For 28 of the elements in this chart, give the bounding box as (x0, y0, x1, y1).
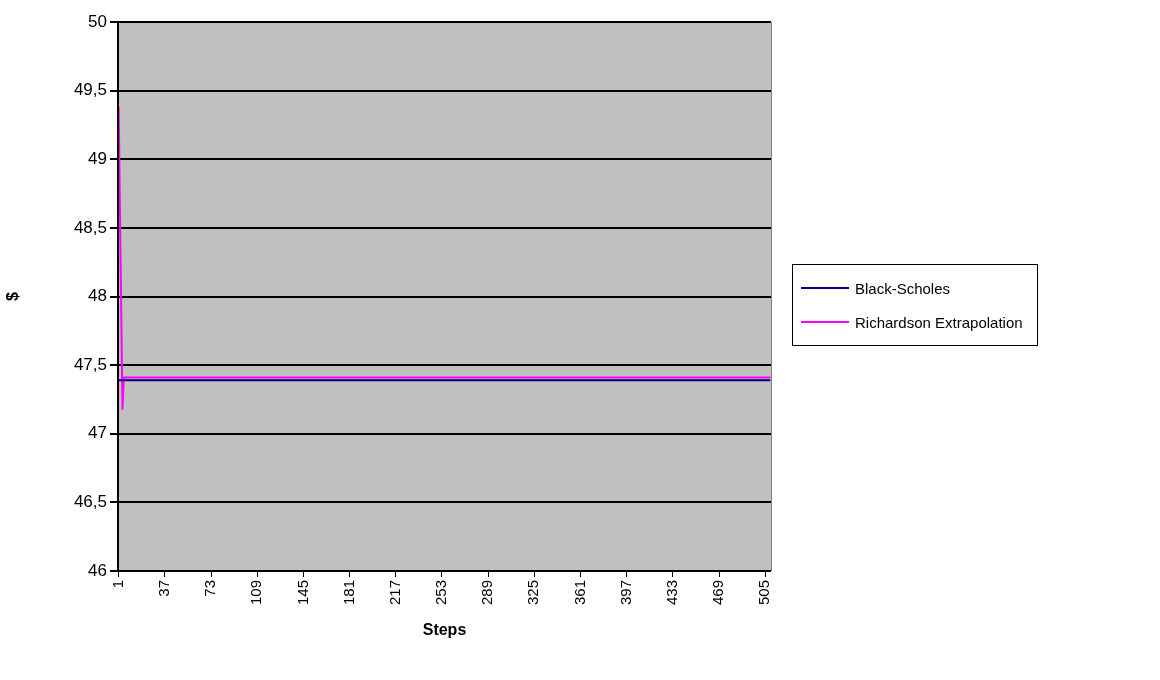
x-tick-label: 325 (524, 580, 542, 606)
y-tick-label: 47,5 (73, 354, 107, 374)
x-tick-label: 289 (478, 580, 496, 606)
x-tick-label: 469 (709, 580, 727, 606)
y-tick-label: 48 (88, 286, 107, 306)
x-tick-label: 217 (385, 580, 403, 606)
x-axis-title: Steps (422, 620, 467, 638)
x-tick-label: 433 (663, 580, 680, 606)
y-tick-label: 49,5 (73, 80, 107, 100)
y-tick-label: 46 (88, 560, 107, 580)
y-tick-label: 49 (88, 148, 107, 168)
y-tick-label: 47 (88, 423, 107, 443)
x-tick-label: 397 (616, 580, 634, 606)
x-tick-label: 37 (154, 580, 172, 597)
x-tick-label: 181 (339, 580, 357, 606)
y-tick-label: 46,5 (73, 492, 107, 512)
y-tick-label: 50 (88, 11, 107, 31)
x-tick-label: 109 (247, 580, 265, 606)
x-tick-label: 361 (570, 580, 588, 606)
x-tick-label: 253 (432, 580, 450, 606)
x-tick-label: 145 (293, 580, 311, 606)
legend-label: Black-Scholes (855, 279, 951, 297)
x-tick-label: 505 (755, 580, 773, 606)
x-tick-label: 73 (201, 580, 219, 597)
x-tick-label: 1 (108, 580, 126, 589)
y-axis-title: $ (4, 291, 22, 301)
legend-label: Richardson Extrapolation (855, 313, 1023, 331)
y-tick-label: 48,5 (73, 217, 107, 237)
